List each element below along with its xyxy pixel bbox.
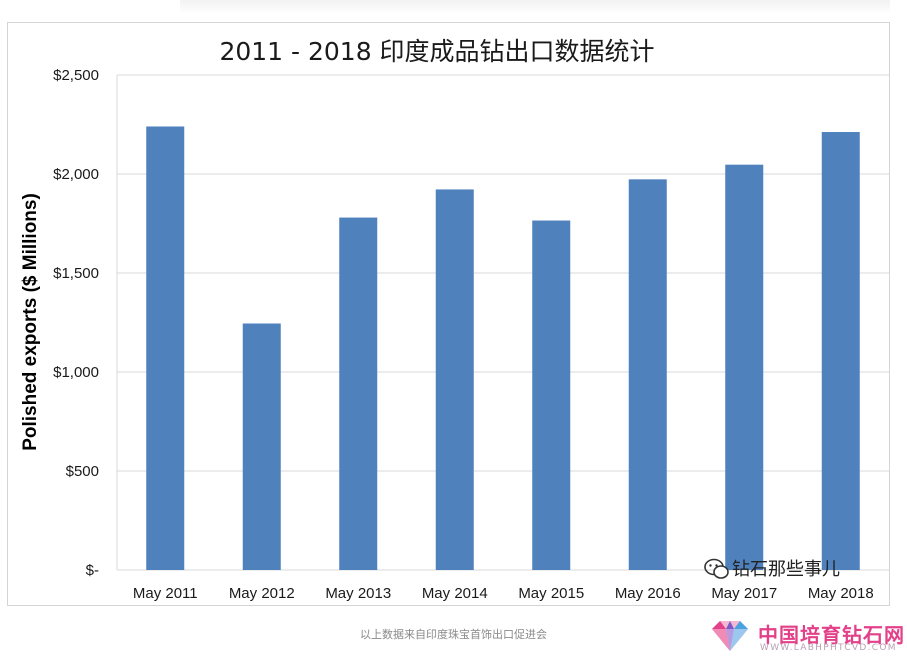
source-caption: 以上数据来自印度珠宝首饰出口促进会 — [360, 628, 547, 641]
x-tick-label: May 2013 — [325, 585, 391, 602]
y-tick-label: $2,500 — [53, 67, 99, 84]
diamond-icon — [712, 621, 748, 651]
bar — [628, 179, 667, 570]
y-tick-label: $2,000 — [53, 166, 99, 183]
y-tick-label: $1,000 — [53, 364, 99, 381]
x-tick-label: May 2014 — [422, 585, 488, 602]
x-tick-label: May 2011 — [133, 585, 198, 602]
bar — [146, 126, 185, 570]
y-axis-label: Polished exports ($ Millions) — [20, 193, 41, 451]
x-tick-label: May 2018 — [808, 585, 874, 602]
y-tick-label: $500 — [66, 463, 99, 480]
wechat-icon — [704, 558, 729, 579]
site-logo[interactable]: 中国培育钻石网 WWW.LABHPHTCVD.COM — [706, 617, 905, 655]
watermark-label: 钻石那些事儿 — [732, 559, 840, 580]
bar — [242, 323, 281, 570]
grid-lines — [116, 74, 889, 571]
chart-title: 2011 - 2018 印度成品钻出口数据统计 — [219, 37, 654, 66]
logo-name: 中国培育钻石网 — [758, 623, 905, 647]
bar — [821, 132, 860, 571]
x-tick-labels: May 2011 May 2012 May 2013 May 2014 May 2015… — [133, 585, 874, 602]
y-tick-labels: $- $500 $1,000 $1,500 $2,000 $2,500 — [53, 67, 99, 579]
y-tick-label: $1,500 — [53, 265, 99, 282]
bar — [725, 164, 764, 570]
x-tick-label: May 2015 — [518, 585, 584, 602]
top-shade — [180, 0, 890, 14]
logo-url: WWW.LABHPHTCVD.COM — [760, 643, 897, 653]
bar — [532, 220, 571, 570]
bar — [435, 189, 474, 570]
x-tick-label: May 2012 — [229, 585, 295, 602]
y-tick-label: $- — [86, 562, 99, 579]
bars — [146, 126, 860, 571]
x-tick-label: May 2017 — [711, 585, 777, 602]
x-tick-label: May 2016 — [615, 585, 681, 602]
bar — [339, 217, 378, 570]
wechat-watermark: 钻石那些事儿 — [704, 558, 840, 580]
